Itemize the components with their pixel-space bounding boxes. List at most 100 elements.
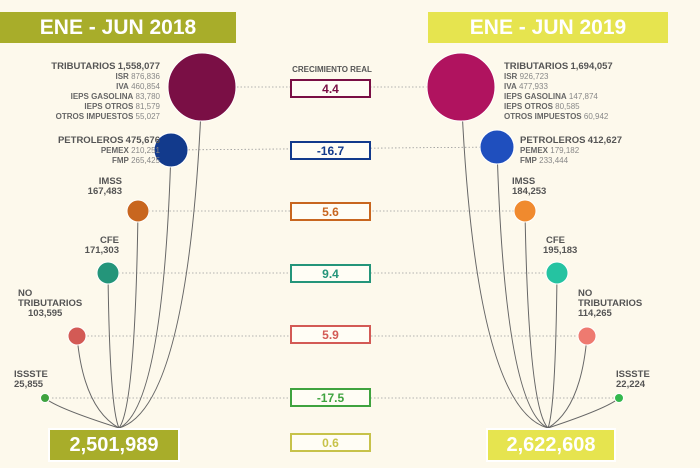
left-no-tributarios-value: 103,595 xyxy=(28,308,63,319)
right-petroleros-value: 412,627 xyxy=(587,135,623,146)
right-cfe-value: 195,183 xyxy=(543,245,578,256)
right-otros-impuestos-key: OTROS IMPUESTOS xyxy=(504,112,582,121)
right-no-tributarios-name: NO TRIBUTARIOS xyxy=(578,288,643,309)
right-ieps-gasolina-key: IEPS GASOLINA xyxy=(504,92,567,101)
right-ieps-otros-value: 80,585 xyxy=(555,102,580,111)
left-bubble-notrib xyxy=(67,326,87,346)
right-bubble-trib xyxy=(426,52,496,122)
right-stem-trib xyxy=(460,86,549,429)
right-isr-value: 926,723 xyxy=(519,72,549,81)
growth-imss: 5.6 xyxy=(290,202,371,221)
left-bubble-cfe xyxy=(96,261,120,285)
left-pemex-value: 210,251 xyxy=(131,146,160,155)
left-iva-key: IVA xyxy=(116,82,129,91)
right-isr-key: ISR xyxy=(504,72,518,81)
left-iva-value: 460,854 xyxy=(131,82,160,91)
right-fmp-key: FMP xyxy=(520,156,537,165)
left-total: 2,501,989 xyxy=(48,428,180,462)
right-tributarios-name: TRIBUTARIOS xyxy=(504,61,569,72)
growth-no-tributarios: 5.9 xyxy=(290,325,371,344)
right-tributarios-label: TRIBUTARIOS 1,694,057 ISR 926,723 IVA 47… xyxy=(504,62,613,122)
bubbles xyxy=(40,52,624,403)
left-cfe-label: CFE 171,303 xyxy=(85,236,119,256)
right-stem-imss xyxy=(524,210,549,429)
left-petroleros-value: 475,676 xyxy=(125,135,160,146)
growth-title: CRECIMIENTO REAL xyxy=(292,65,372,74)
left-bubble-imss xyxy=(126,199,150,223)
left-bubble-trib xyxy=(167,52,237,122)
right-bubble-imss xyxy=(513,199,537,223)
left-imss-label: IMSS 167,483 xyxy=(88,177,122,197)
growth-issste: -17.5 xyxy=(290,388,371,407)
guide-lines xyxy=(45,86,619,399)
right-pemex-value: 179,182 xyxy=(550,146,580,155)
left-stem-trib xyxy=(118,86,203,429)
left-cfe-value: 171,303 xyxy=(84,245,119,256)
left-fmp-value: 265,425 xyxy=(131,156,160,165)
right-ieps-otros-key: IEPS OTROS xyxy=(504,102,553,111)
left-stem-petro xyxy=(118,149,172,429)
right-tributarios-value: 1,694,057 xyxy=(570,61,613,72)
right-pemex-key: PEMEX xyxy=(520,146,549,155)
left-no-tributarios-label: NO TRIBUTARIOS 103,595 xyxy=(18,289,88,319)
right-issste-label: ISSSTE 22,224 xyxy=(616,370,650,390)
left-period-header: ENE - JUN 2018 xyxy=(0,12,236,43)
left-tributarios-value: 1,558,077 xyxy=(117,61,160,72)
left-cfe-name: CFE xyxy=(100,235,119,246)
right-no-tributarios-label: NO TRIBUTARIOS 114,265 xyxy=(578,289,658,319)
left-bubble-issste xyxy=(40,393,50,403)
right-otros-impuestos-value: 60,942 xyxy=(583,112,609,121)
right-stem-cfe xyxy=(547,272,558,429)
right-bubble-notrib xyxy=(577,326,597,346)
left-ieps-gasolina-key: IEPS GASOLINA xyxy=(70,92,134,101)
left-stem-imss xyxy=(118,210,139,429)
right-iva-key: IVA xyxy=(504,82,517,91)
right-imss-label: IMSS 184,253 xyxy=(512,177,546,197)
left-isr-value: 876,836 xyxy=(131,72,160,81)
growth-cfe: 9.4 xyxy=(290,264,371,283)
right-period-header: ENE - JUN 2019 xyxy=(428,12,668,43)
left-tributarios-label: TRIBUTARIOS 1,558,077 ISR 876,836 IVA 46… xyxy=(51,62,160,122)
right-imss-value: 184,253 xyxy=(512,186,547,197)
right-bubble-issste xyxy=(614,393,624,403)
right-bubble-cfe xyxy=(545,261,569,285)
left-tributarios-name: TRIBUTARIOS xyxy=(51,61,116,72)
right-cfe-label: CFE 195,183 xyxy=(543,236,577,256)
left-ieps-gasolina-value: 83,780 xyxy=(135,92,160,101)
left-fmp-key: FMP xyxy=(111,156,129,165)
right-ieps-gasolina-value: 147,874 xyxy=(568,92,598,101)
left-ieps-otros-key: IEPS OTROS xyxy=(84,102,134,111)
left-pemex-key: PEMEX xyxy=(100,146,129,155)
growth-tributarios: 4.4 xyxy=(290,79,371,98)
left-stem-issste xyxy=(44,397,120,429)
right-stem-notrib xyxy=(547,335,588,429)
left-issste-label: ISSSTE 25,855 xyxy=(14,370,48,390)
left-otros-impuestos-key: OTROS IMPUESTOS xyxy=(55,112,134,121)
stem-lines xyxy=(44,86,620,429)
left-petroleros-name: PETROLEROS xyxy=(57,135,124,146)
left-stem-notrib xyxy=(76,335,120,429)
left-bubble-petro xyxy=(153,132,189,168)
right-stem-issste xyxy=(547,397,620,429)
left-stem-cfe xyxy=(107,272,120,429)
left-issste-value: 25,855 xyxy=(14,379,44,390)
right-bubble-petro xyxy=(479,129,515,165)
right-petroleros-name: PETROLEROS xyxy=(520,135,586,146)
left-isr-key: ISR xyxy=(115,72,129,81)
right-cfe-name: CFE xyxy=(546,235,565,246)
left-issste-name: ISSSTE xyxy=(14,369,48,380)
right-iva-value: 477,933 xyxy=(518,82,548,91)
right-issste-value: 22,224 xyxy=(616,379,646,390)
right-petroleros-label: PETROLEROS 412,627 PEMEX 179,182 FMP 233… xyxy=(520,136,622,166)
right-no-tributarios-value: 114,265 xyxy=(578,308,612,319)
left-ieps-otros-value: 81,579 xyxy=(135,102,160,111)
left-imss-name: IMSS xyxy=(98,176,122,187)
right-issste-name: ISSSTE xyxy=(616,369,650,380)
left-imss-value: 167,483 xyxy=(87,186,122,197)
left-petroleros-label: PETROLEROS 475,676 PEMEX 210,251 FMP 265… xyxy=(58,136,160,166)
right-total: 2,622,608 xyxy=(486,428,616,462)
right-stem-petro xyxy=(496,146,549,429)
right-fmp-value: 233,444 xyxy=(539,156,569,165)
